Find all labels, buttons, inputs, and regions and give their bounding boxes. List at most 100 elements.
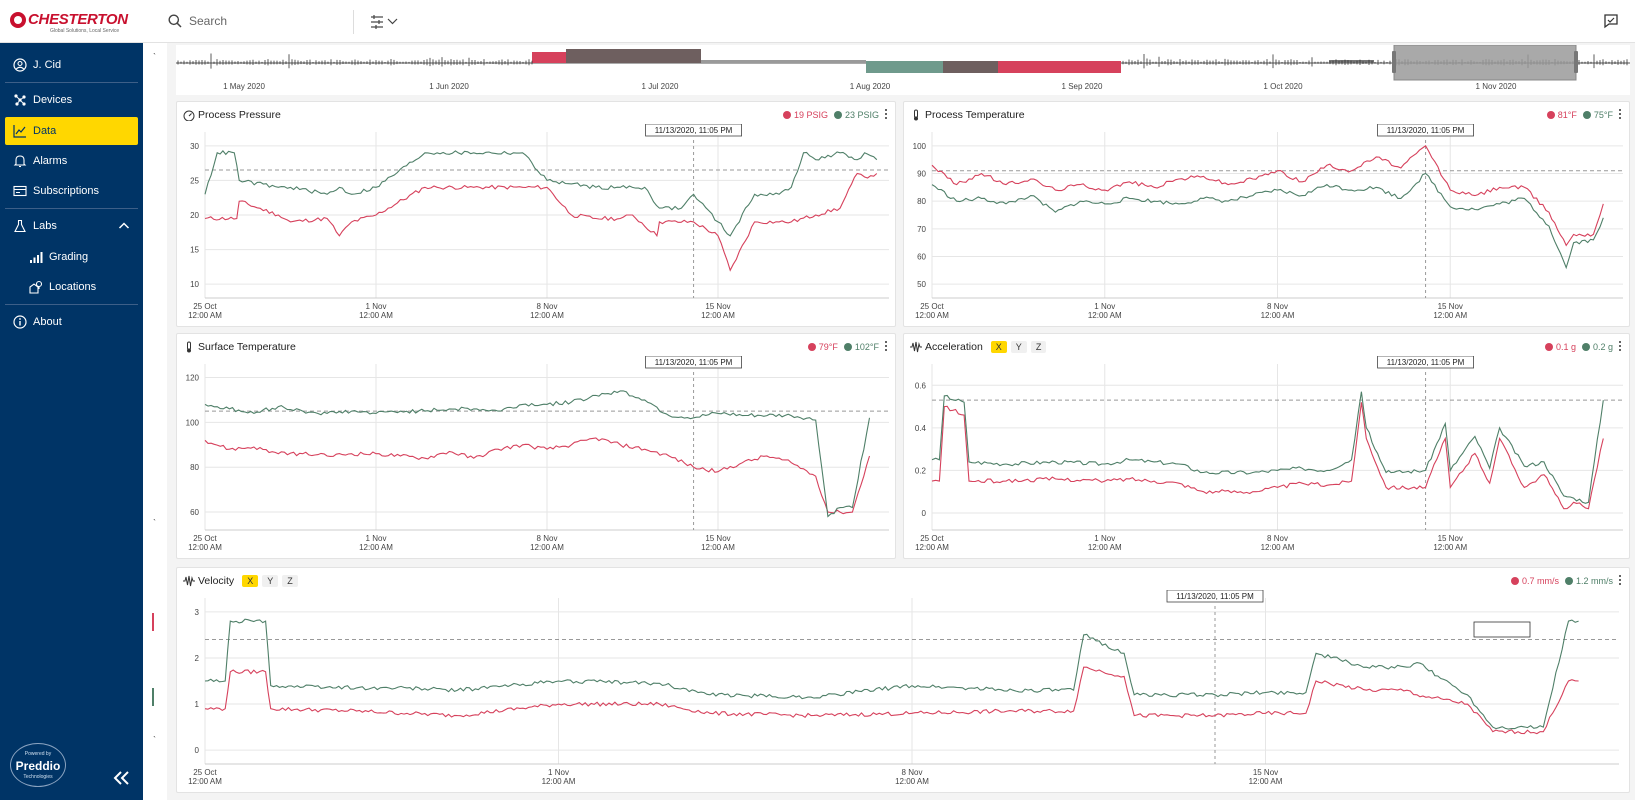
x-tick-time: 12:00 AM — [915, 543, 949, 552]
x-tick-time: 12:00 AM — [542, 777, 576, 786]
timeline-selection-brush[interactable] — [1393, 44, 1577, 81]
cursor-timestamp-box — [1377, 124, 1474, 137]
more-options-icon[interactable] — [1617, 574, 1623, 586]
y-tick-label: 70 — [917, 225, 926, 234]
legend-value[interactable]: 102°F — [854, 342, 879, 352]
feedback-message-icon[interactable] — [1603, 13, 1619, 29]
sidebar-item-user[interactable]: J. Cid — [5, 51, 138, 79]
x-tick-date: 25 Oct — [920, 302, 944, 311]
legend-value[interactable]: 0.2 g — [1592, 342, 1613, 352]
legend-value[interactable]: 1.2 mm/s — [1575, 576, 1613, 586]
cursor-timestamp-box — [645, 124, 742, 137]
chart-title: Acceleration — [925, 341, 983, 353]
x-tick-date: 1 Nov — [1094, 534, 1115, 543]
axis-toggle-z[interactable]: Z — [282, 575, 298, 587]
x-tick-date: 15 Nov — [1438, 534, 1463, 543]
x-tick-time: 12:00 AM — [1261, 311, 1295, 320]
legend-dot[interactable] — [1582, 111, 1591, 119]
gutter-red-marker — [152, 613, 154, 631]
legend-dot[interactable] — [833, 111, 842, 119]
line-chart-icon — [13, 125, 26, 138]
legend-dot[interactable] — [1510, 577, 1519, 585]
legend-value[interactable]: 81°F — [1557, 110, 1577, 120]
x-tick-time: 12:00 AM — [530, 543, 564, 552]
x-tick-time: 12:00 AM — [1088, 543, 1122, 552]
cursor-timestamp-box — [1166, 590, 1264, 603]
subscriptions-card-icon — [13, 185, 27, 197]
y-tick-label: 0.6 — [915, 381, 927, 390]
bell-icon — [13, 155, 27, 168]
axis-toggle-y[interactable]: Y — [1010, 341, 1027, 353]
more-options-icon[interactable] — [883, 108, 889, 120]
chart-legend: 79°F 102°F — [802, 340, 879, 354]
vibration-icon — [183, 575, 195, 587]
timeline-navigator[interactable]: 1 May 2020 1 Jun 2020 1 Jul 2020 1 Aug 2020… — [176, 44, 1630, 95]
sidebar-item-grading[interactable]: Grading — [5, 243, 138, 271]
axis-toggle-y[interactable]: Y — [262, 575, 279, 587]
more-options-icon[interactable] — [883, 340, 889, 352]
search-icon[interactable] — [168, 14, 182, 28]
x-tick-date: 8 Nov — [537, 534, 558, 543]
sidebar-item-labs[interactable]: Labs — [5, 212, 138, 240]
chart-card-surface-temperature: Surface Temperature 79°F 102°F 60 80 100 120 25… — [176, 333, 896, 559]
legend-dot[interactable] — [1581, 343, 1590, 351]
chesterton-logo[interactable]: CHESTERTON Global Solutions, Local Servi… — [10, 10, 135, 34]
powered-tech: Technologies — [23, 774, 53, 780]
chevron-up-icon[interactable] — [118, 220, 130, 232]
sidebar-item-devices[interactable]: Devices — [5, 86, 138, 114]
x-tick-date: 25 Oct — [920, 534, 944, 543]
sidebar-item-subscriptions[interactable]: Subscriptions — [5, 177, 138, 205]
search-input[interactable] — [189, 12, 339, 30]
timeline-overview-svg[interactable] — [176, 44, 1630, 81]
filter-sliders-button[interactable] — [370, 13, 402, 31]
chart-card-process-temperature: Process Temperature 81°F 75°F 50 60 70 80 90 100… — [903, 101, 1630, 327]
sidebar-item-data[interactable]: Data — [5, 117, 138, 145]
chart-card-process-pressure: Process Pressure 19 PSIG 23 PSIG 10 15 20 25 30… — [176, 101, 896, 327]
x-tick-time: 12:00 AM — [188, 311, 222, 320]
gutter-tick: ` — [153, 735, 156, 745]
legend-dot[interactable] — [843, 343, 852, 351]
sidebar-item-locations[interactable]: Locations — [5, 273, 138, 301]
more-options-icon[interactable] — [1617, 340, 1623, 352]
legend-dot[interactable] — [1546, 111, 1555, 119]
sidebar-item-alarms[interactable]: Alarms — [5, 147, 138, 175]
legend-value[interactable]: 75°F — [1593, 110, 1613, 120]
x-tick-date: 1 Nov — [1094, 302, 1115, 311]
legend-value[interactable]: 79°F — [818, 342, 838, 352]
legend-dot[interactable] — [807, 343, 816, 351]
x-tick-date: 25 Oct — [193, 534, 217, 543]
cursor-timestamp: 11/13/2020, 11:05 PM — [1176, 592, 1254, 601]
series-line-green — [204, 618, 1579, 730]
sidebar-divider — [5, 304, 138, 305]
axis-toggle-z[interactable]: Z — [1030, 341, 1047, 353]
y-tick-label: 100 — [913, 142, 927, 151]
legend-dot[interactable] — [1564, 577, 1573, 585]
legend-value[interactable]: 19 PSIG — [793, 110, 828, 120]
legend-dot[interactable] — [782, 111, 791, 119]
legend-value[interactable]: 0.7 mm/s — [1521, 576, 1559, 586]
legend-dot[interactable] — [1544, 343, 1553, 351]
more-options-icon[interactable] — [1617, 108, 1623, 120]
legend-value[interactable]: 0.1 g — [1555, 342, 1576, 352]
legend-value[interactable]: 23 PSIG — [844, 110, 879, 120]
flask-icon — [14, 219, 26, 233]
brush-handle-left[interactable] — [1392, 51, 1396, 73]
x-tick-date: 15 Nov — [1438, 302, 1463, 311]
sidebar-item-label: Labs — [33, 220, 57, 232]
series-line-red — [204, 437, 871, 515]
timeline-block-gray — [701, 60, 866, 63]
collapse-sidebar-icon[interactable] — [113, 769, 131, 787]
brush-handle-right[interactable] — [1574, 51, 1578, 73]
x-tick-time: 12:00 AM — [188, 777, 222, 786]
axis-toggle-x[interactable]: X — [990, 341, 1007, 353]
y-tick-label: 1 — [195, 700, 200, 709]
top-bar: CHESTERTON Global Solutions, Local Servi… — [0, 0, 1635, 43]
sidebar-item-about[interactable]: About — [5, 308, 138, 336]
chart-title: Surface Temperature — [198, 341, 296, 353]
axis-toggle-x[interactable]: X — [242, 575, 259, 587]
